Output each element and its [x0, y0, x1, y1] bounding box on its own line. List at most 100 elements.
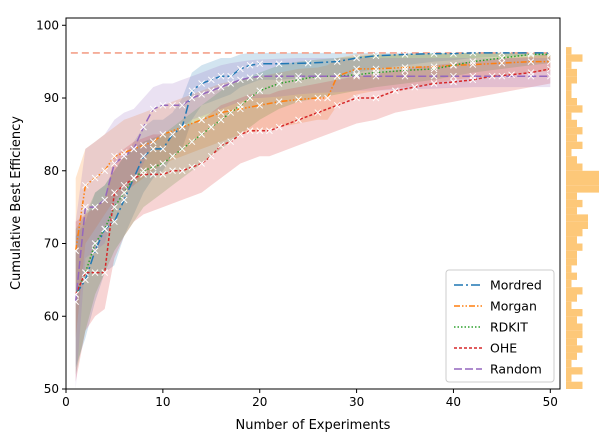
data-point — [546, 58, 554, 66]
legend-box — [445, 269, 555, 383]
marker-stroke — [111, 189, 118, 196]
data-point — [101, 167, 109, 175]
histogram-bar — [566, 134, 577, 142]
data-point — [236, 65, 244, 73]
data-point — [488, 72, 496, 80]
marker-stroke — [450, 72, 457, 80]
histogram-bar — [566, 68, 577, 77]
marker-stroke — [498, 54, 506, 62]
data-point — [498, 54, 506, 62]
data-point — [159, 171, 167, 178]
data-point — [198, 116, 205, 124]
data-point — [401, 64, 409, 71]
data-point — [120, 196, 128, 204]
data-point — [527, 49, 535, 57]
marker-stroke — [256, 72, 264, 80]
histogram-bar — [566, 301, 572, 309]
marker-stroke — [227, 109, 235, 116]
marker-stroke — [198, 131, 205, 138]
data-point — [498, 49, 506, 57]
y-tick-label: 60 — [44, 309, 59, 323]
data-point — [256, 60, 264, 68]
data-point — [236, 76, 244, 84]
data-point — [275, 80, 283, 87]
data-point — [295, 72, 302, 80]
data-point — [227, 80, 235, 87]
marker-stroke — [246, 127, 254, 135]
data-point — [178, 123, 186, 131]
data-point — [469, 49, 477, 57]
marker-stroke — [256, 87, 264, 95]
marker-stroke — [450, 50, 457, 57]
marker-stroke — [401, 51, 409, 58]
marker-stroke — [198, 91, 205, 98]
histogram-bar — [566, 221, 588, 229]
data-point — [324, 94, 331, 102]
marker-stroke — [149, 163, 157, 171]
data-point — [430, 63, 438, 71]
marker-stroke — [101, 225, 109, 233]
data-point — [430, 72, 438, 80]
marker-stroke — [91, 247, 99, 255]
marker-stroke — [469, 72, 477, 80]
series-markers — [72, 49, 554, 306]
data-point — [120, 189, 128, 196]
marker-stroke — [353, 72, 360, 80]
data-point — [82, 276, 89, 284]
data-point — [372, 52, 380, 60]
data-point — [275, 123, 283, 131]
marker-stroke — [159, 145, 167, 153]
marker-stroke — [188, 87, 196, 95]
histogram-bar — [566, 112, 572, 120]
legend-label: Random — [490, 362, 542, 377]
marker-stroke — [353, 65, 360, 73]
y-tick-label: 90 — [44, 91, 59, 105]
data-point — [198, 91, 205, 98]
series-line-mordred — [75, 52, 551, 295]
marker-stroke — [353, 71, 360, 79]
y-axis-label: Cumulative Best Efficiency — [9, 116, 24, 290]
data-point — [159, 131, 167, 138]
marker-stroke — [527, 72, 535, 80]
legend-label: Morgan — [490, 299, 537, 314]
histogram-bar — [566, 163, 583, 171]
data-point — [178, 101, 186, 109]
y-axis-ticks: 50 60 70 80 90 100 — [36, 18, 66, 396]
data-point — [314, 109, 322, 116]
data-point — [178, 167, 186, 175]
marker-stroke — [198, 80, 205, 87]
data-point — [120, 181, 128, 189]
data-point — [353, 54, 360, 62]
marker-stroke — [324, 94, 331, 102]
marker-stroke — [314, 72, 322, 80]
data-point — [111, 203, 118, 211]
marker-stroke — [372, 94, 380, 102]
marker-stroke — [353, 54, 360, 62]
data-point — [401, 51, 409, 58]
marker-stroke — [207, 87, 215, 95]
marker-stroke — [498, 49, 506, 57]
marker-stroke — [304, 59, 312, 67]
marker-stroke — [111, 203, 118, 211]
x-axis-ticks: 0 10 20 30 40 50 — [62, 389, 558, 409]
marker-stroke — [140, 171, 147, 178]
histogram-bar — [566, 250, 577, 259]
histogram-bar — [566, 214, 588, 222]
data-point — [207, 152, 215, 160]
y-tick-label: 80 — [44, 164, 59, 178]
data-point — [469, 61, 477, 68]
histogram-bar — [566, 148, 572, 157]
x-tick-label: 50 — [543, 395, 558, 409]
marker-stroke — [140, 123, 147, 131]
histogram-bar — [566, 90, 572, 98]
histogram-bar — [566, 207, 577, 215]
marker-stroke — [256, 101, 264, 109]
marker-stroke — [508, 71, 515, 79]
data-point — [111, 152, 118, 160]
y-tick-label: 100 — [36, 18, 59, 32]
data-point — [140, 123, 147, 131]
histogram-bar — [566, 265, 572, 273]
marker-stroke — [314, 109, 322, 116]
band-ohe — [75, 54, 551, 382]
data-point — [401, 72, 409, 80]
